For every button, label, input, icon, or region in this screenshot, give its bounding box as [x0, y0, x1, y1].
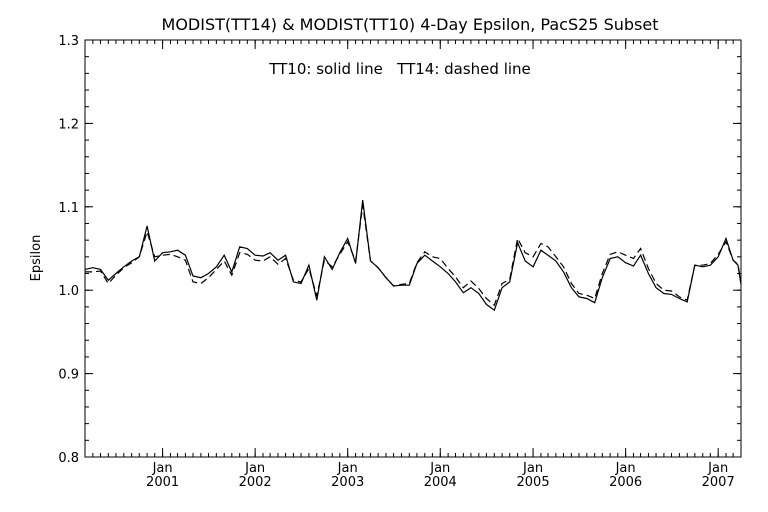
y-axis-ticks: 0.8 0.9 1.0 1.1 1.2 1.3 [58, 34, 741, 466]
chart-title: MODIST(TT14) & MODIST(TT10) 4-Day Epsilo… [162, 15, 659, 34]
y-tick-label: 1.2 [58, 117, 79, 132]
x-tick-label-month: Jan [244, 461, 265, 476]
x-tick-label-year: 2005 [517, 475, 550, 490]
x-tick-label-year: 2001 [146, 475, 179, 490]
x-tick-label-month: Jan [522, 461, 543, 476]
x-tick-label-year: 2003 [331, 475, 364, 490]
y-tick-label: 1.0 [58, 284, 79, 299]
x-tick-label-year: 2007 [702, 475, 735, 490]
x-tick-label-month: Jan [429, 461, 450, 476]
x-tick-label-month: Jan [152, 461, 173, 476]
y-tick-label: 0.9 [58, 368, 79, 383]
x-tick-label-month: Jan [615, 461, 636, 476]
x-tick-label-year: 2006 [609, 475, 642, 490]
series-line-tt10 [84, 200, 742, 312]
x-tick-label-year: 2004 [424, 475, 457, 490]
series-lines [84, 200, 742, 312]
line-style-annotation: TT10: solid line TT14: dashed line [268, 60, 531, 78]
plot-frame [84, 39, 742, 458]
y-tick-label: 1.1 [58, 201, 79, 216]
y-tick-label: 0.8 [58, 451, 79, 466]
x-tick-label-year: 2002 [239, 475, 272, 490]
x-axis-ticks: Jan2001Jan2002Jan2003Jan2004Jan2005Jan20… [92, 40, 735, 490]
y-axis-label: Epsilon [29, 235, 44, 282]
y-tick-label: 1.3 [58, 34, 79, 49]
series-line-tt14 [85, 205, 742, 307]
x-tick-label-month: Jan [337, 461, 358, 476]
x-tick-label-month: Jan [707, 461, 728, 476]
